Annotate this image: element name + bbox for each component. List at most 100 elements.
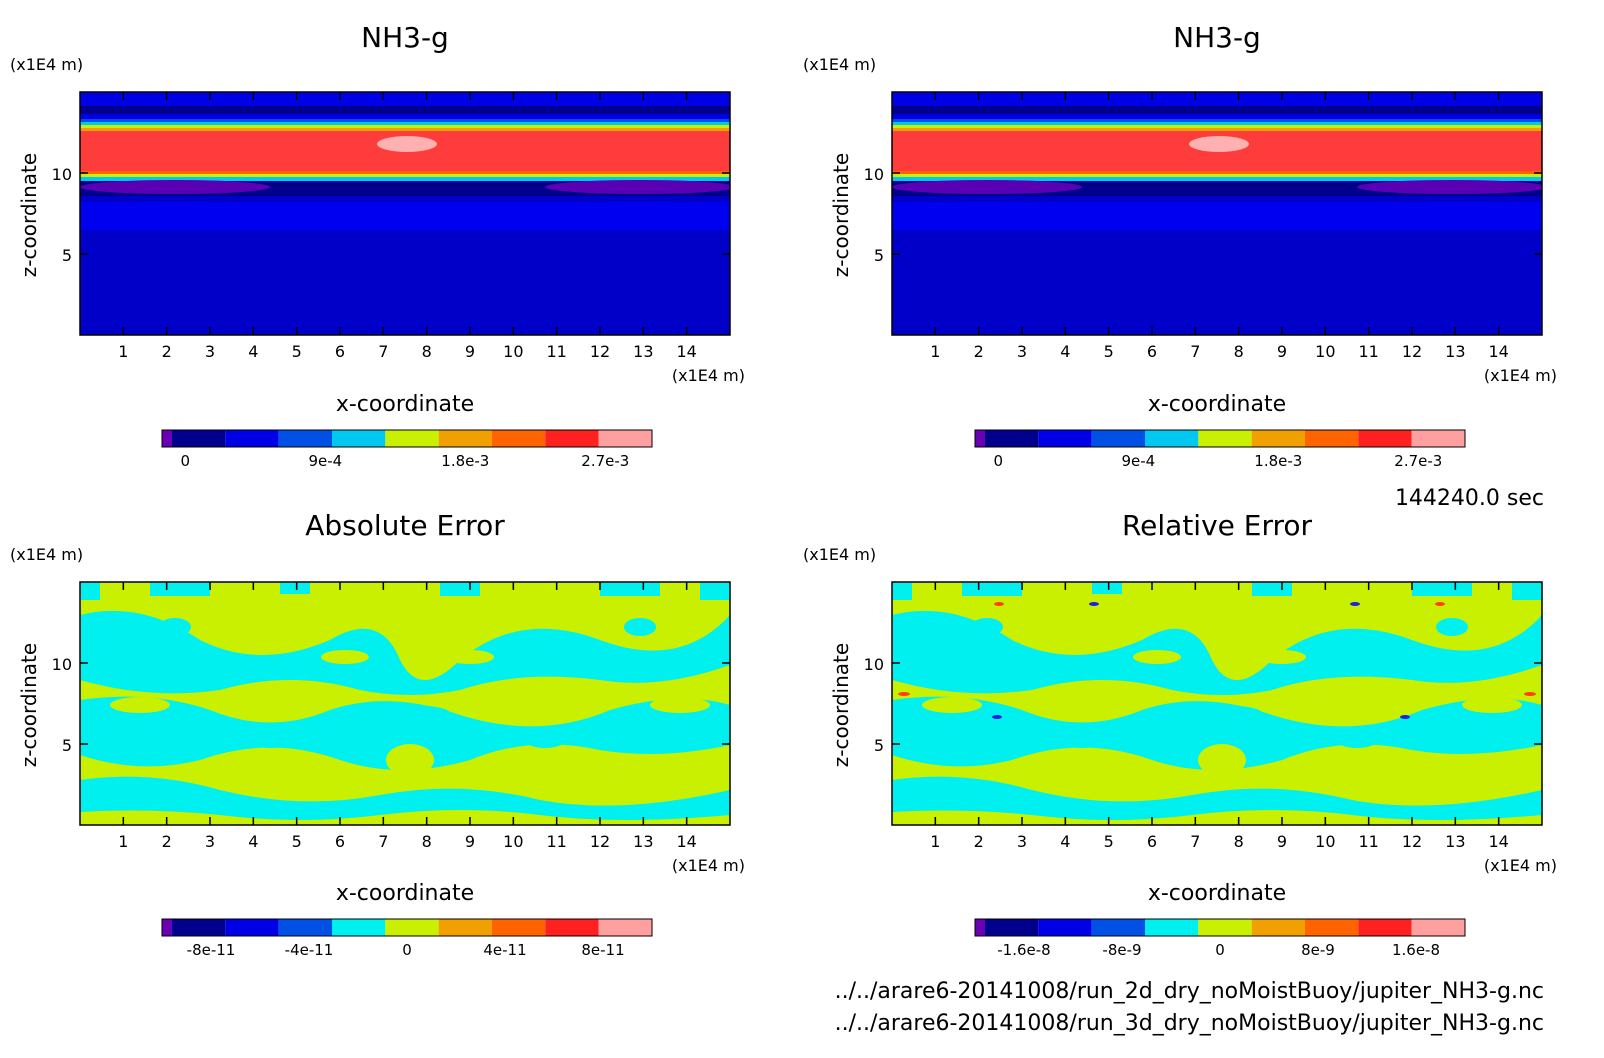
colorbar-swatch [598, 430, 652, 447]
x-tick-label: 8 [422, 832, 432, 851]
x-tick-label: 2 [974, 342, 984, 361]
x-tick-label: 4 [248, 342, 258, 361]
x-tick-label: 12 [1402, 832, 1422, 851]
x-tick-label: 2 [162, 832, 172, 851]
x-tick-label: 9 [1277, 832, 1287, 851]
colorbar-swatch [492, 919, 546, 936]
heatmap-field [80, 582, 730, 825]
x-tick-label: 13 [633, 342, 653, 361]
colorbar-tick-label: 2.7e-3 [1394, 452, 1442, 470]
y-tick-label-5: 5 [874, 246, 884, 265]
colorbar-swatch [162, 919, 172, 936]
x-tick-label: 14 [1488, 342, 1508, 361]
x-tick-label: 5 [1104, 832, 1114, 851]
x-axis: 1 2 3 4 5 6 7 8 9 10 11 12 13 14 [892, 582, 1542, 851]
x-tick-label: 4 [1060, 342, 1070, 361]
x-tick-label: 10 [503, 832, 523, 851]
y-tick-label-10: 10 [52, 165, 72, 184]
x-tick-label: 5 [292, 342, 302, 361]
colorbar-swatch [1091, 919, 1145, 936]
x-tick-label: 14 [1488, 832, 1508, 851]
colorbar-tick-label: -8e-9 [1102, 941, 1141, 959]
x-tick-label: 6 [1147, 342, 1157, 361]
colorbar-swatch [1145, 430, 1199, 447]
colorbar-swatch [1411, 919, 1465, 936]
colorbar-swatch [225, 430, 279, 447]
x-tick-label: 7 [1190, 832, 1200, 851]
colorbar-tick-label: 1.8e-3 [441, 452, 489, 470]
colorbar-tick-label: -8e-11 [187, 941, 236, 959]
colorbar-swatch [598, 919, 652, 936]
x-unit-label: (x1E4 m) [1484, 856, 1557, 875]
panel-absolute-error: Absolute Error (x1E4 m) [10, 509, 745, 959]
y-unit-label: (x1E4 m) [10, 55, 83, 74]
colorbar-swatch [492, 430, 546, 447]
colorbar-swatch [225, 919, 279, 936]
colorbar: -8e-11 -4e-11 0 4e-11 8e-11 [161, 918, 653, 959]
panel-title: NH3-g [1173, 21, 1261, 54]
colorbar-swatch [1358, 430, 1412, 447]
colorbar-swatch [985, 430, 1039, 447]
x-tick-label: 12 [590, 832, 610, 851]
colorbar-swatch [1198, 430, 1252, 447]
colorbar-tick-label: 0 [402, 941, 412, 959]
x-axis: 1 2 3 4 5 6 7 8 9 10 11 12 13 14 [80, 92, 730, 361]
colorbar-swatch [985, 919, 1039, 936]
x-axis-title: x-coordinate [1148, 392, 1286, 417]
panel-nh3g-left: NH3-g (x1E4 m) 1 2 3 4 5 6 7 8 9 10 11 12 13 14 5 [10, 21, 745, 470]
colorbar-swatch [1198, 919, 1252, 936]
heatmap-field [892, 92, 1542, 335]
y-tick-label-10: 10 [864, 655, 884, 674]
colorbar-swatch [438, 430, 492, 447]
y-tick-label-5: 5 [874, 736, 884, 755]
x-tick-label: 13 [1445, 832, 1465, 851]
panel-nh3g-right: NH3-g (x1E4 m) 1 2 3 4 5 6 7 8 9 10 11 12 13 14 5 [803, 21, 1557, 470]
x-tick-label: 9 [1277, 342, 1287, 361]
x-tick-label: 12 [1402, 342, 1422, 361]
x-tick-label: 13 [1445, 342, 1465, 361]
x-tick-label: 2 [162, 342, 172, 361]
x-tick-label: 6 [335, 832, 345, 851]
colorbar-tick-label: 8e-11 [581, 941, 624, 959]
file-path-1: ../../arare6-20141008/run_2d_dry_noMoist… [835, 979, 1544, 1004]
y-unit-label: (x1E4 m) [803, 55, 876, 74]
y-unit-label: (x1E4 m) [803, 545, 876, 564]
x-tick-label: 10 [1315, 342, 1335, 361]
colorbar-swatch [545, 919, 599, 936]
colorbar-swatch [385, 430, 439, 447]
colorbar: 0 9e-4 1.8e-3 2.7e-3 [161, 429, 653, 470]
colorbar-tick-label: -1.6e-8 [997, 941, 1050, 959]
x-tick-label: 14 [676, 832, 696, 851]
colorbar-swatch [1251, 430, 1305, 447]
plot-frame [891, 581, 1543, 826]
x-tick-label: 3 [1017, 342, 1027, 361]
x-tick-label: 5 [1104, 342, 1114, 361]
panel-title: Absolute Error [305, 509, 505, 542]
x-tick-label: 1 [118, 342, 128, 361]
x-tick-label: 14 [676, 342, 696, 361]
x-tick-label: 9 [465, 832, 475, 851]
panel-relative-error: Relative Error (x1E4 m) [803, 509, 1557, 959]
x-tick-label: 11 [546, 832, 566, 851]
colorbar-tick-label: 9e-4 [1121, 452, 1155, 470]
x-tick-label: 3 [205, 342, 215, 361]
colorbar-swatch [1091, 430, 1145, 447]
y-axis-title: z-coordinate [17, 153, 41, 277]
colorbar-swatch [1145, 919, 1199, 936]
time-stamp: 144240.0 sec [1395, 486, 1544, 511]
colorbar-tick-label: 4e-11 [483, 941, 526, 959]
x-tick-label: 1 [118, 832, 128, 851]
colorbar-swatch [162, 430, 172, 447]
colorbar: 0 9e-4 1.8e-3 2.7e-3 [974, 429, 1466, 470]
x-tick-label: 7 [378, 832, 388, 851]
colorbar-swatch [1411, 430, 1465, 447]
colorbar-frame [161, 918, 653, 937]
x-unit-label: (x1E4 m) [1484, 366, 1557, 385]
plot-frame [79, 91, 731, 336]
colorbar-swatch [1038, 919, 1092, 936]
colorbar-swatch [975, 430, 985, 447]
x-axis: 1 2 3 4 5 6 7 8 9 10 11 12 13 14 [80, 582, 730, 851]
colorbar-swatch [1038, 430, 1092, 447]
colorbar-swatch [975, 919, 985, 936]
x-tick-label: 3 [205, 832, 215, 851]
